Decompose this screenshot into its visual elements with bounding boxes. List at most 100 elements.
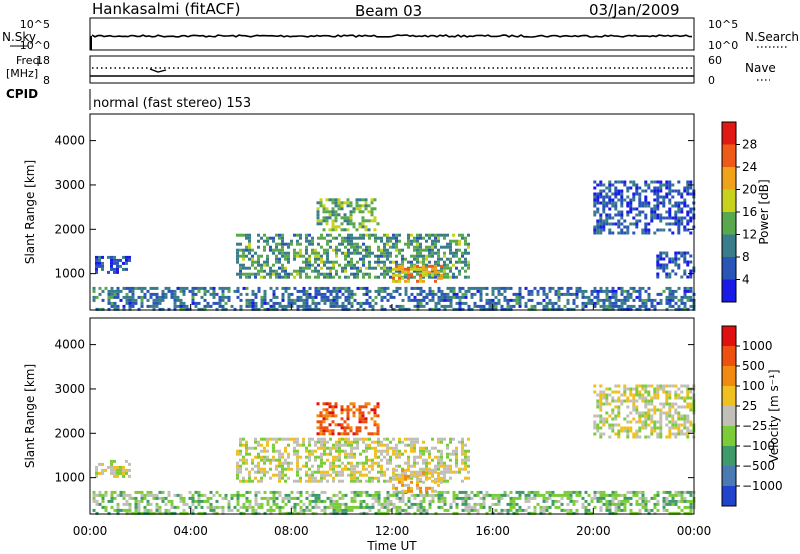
heat-cell [629, 490, 633, 494]
heat-cell [668, 180, 672, 184]
heat-cell [410, 239, 413, 243]
heat-cell [629, 411, 633, 415]
heat-cell [578, 289, 582, 293]
heat-cell [332, 476, 335, 480]
heat-cell [332, 286, 336, 290]
heat-cell [677, 222, 681, 226]
heat-cell [194, 505, 198, 509]
heat-cell [302, 298, 306, 302]
heat-cell [671, 511, 675, 515]
heat-cell [311, 239, 314, 243]
heat-cell [515, 292, 519, 296]
heat-cell [638, 298, 642, 302]
heat-cell [373, 414, 377, 418]
heat-cell [431, 295, 435, 299]
heat-cell [614, 195, 618, 199]
heat-cell [683, 499, 687, 503]
heat-cell [494, 286, 498, 290]
heat-cell [503, 289, 507, 293]
heat-cell [482, 496, 486, 500]
heat-cell [482, 304, 486, 308]
heat-cell [632, 393, 636, 397]
heat-cell [236, 272, 239, 276]
heat-cell [278, 437, 281, 441]
heat-cell [335, 443, 338, 447]
heat-cell [416, 455, 419, 459]
heat-cell [278, 476, 281, 480]
heat-cell [323, 490, 327, 494]
heat-cell [605, 499, 609, 503]
heat-cell [323, 440, 326, 444]
heat-cell [452, 292, 456, 296]
heat-cell [341, 473, 344, 477]
heat-cell [626, 396, 630, 400]
heat-cell [659, 292, 663, 296]
heat-cell [299, 251, 302, 255]
heat-cell [365, 490, 369, 494]
heat-cell [377, 479, 380, 483]
heat-cell [413, 257, 416, 261]
heat-cell [488, 493, 492, 497]
heat-cell [317, 467, 320, 471]
heat-cell [116, 286, 120, 290]
heat-cell [365, 245, 368, 249]
heat-cell [401, 480, 404, 484]
heat-cell [521, 295, 525, 299]
heat-cell [668, 402, 672, 406]
heat-cell [656, 387, 660, 391]
heat-cell [101, 264, 104, 268]
heat-cell [389, 292, 393, 296]
colorbar-tick-label: −500 [742, 459, 775, 473]
heat-cell [605, 387, 609, 391]
heat-cell [314, 304, 318, 308]
heat-cell [296, 452, 299, 456]
heat-cell [392, 483, 395, 487]
heat-cell [641, 499, 645, 503]
heat-cell [449, 245, 452, 249]
heat-cell [398, 286, 402, 290]
heat-cell [575, 286, 579, 290]
heat-cell [329, 245, 332, 249]
heat-cell [281, 476, 284, 480]
heat-cell [296, 269, 299, 273]
heat-cell [644, 195, 648, 199]
heat-cell [440, 449, 443, 453]
heat-cell [374, 449, 377, 453]
heat-cell [659, 213, 663, 217]
heat-cell [254, 493, 258, 497]
heat-cell [680, 493, 684, 497]
heat-cell [380, 452, 383, 456]
heat-cell [404, 470, 407, 474]
heat-cell [275, 257, 278, 261]
heat-cell [653, 411, 657, 415]
heat-cell [422, 295, 426, 299]
heat-cell [278, 470, 281, 474]
heat-cell [275, 260, 278, 264]
heat-cell [203, 289, 207, 293]
heat-cell [680, 195, 684, 199]
heat-cell [437, 474, 440, 478]
heat-cell [98, 264, 101, 268]
heat-cell [635, 219, 639, 223]
heat-cell [272, 295, 276, 299]
heat-cell [329, 502, 333, 506]
heat-cell [260, 496, 264, 500]
heat-cell [364, 198, 368, 202]
heat-cell [668, 396, 672, 400]
heat-cell [470, 286, 474, 290]
heat-cell [449, 298, 453, 302]
heat-cell [239, 443, 242, 447]
heat-cell [311, 236, 314, 240]
heat-cell [122, 255, 125, 259]
heat-cell [284, 446, 287, 450]
heat-cell [251, 263, 254, 267]
heat-cell [392, 307, 396, 311]
heat-cell [311, 242, 314, 246]
heat-cell [689, 304, 693, 308]
heat-cell [197, 502, 201, 506]
heat-cell [317, 289, 321, 293]
heat-cell [518, 286, 522, 290]
heat-cell [413, 286, 417, 290]
heat-cell [332, 260, 335, 264]
heat-cell [350, 266, 353, 270]
